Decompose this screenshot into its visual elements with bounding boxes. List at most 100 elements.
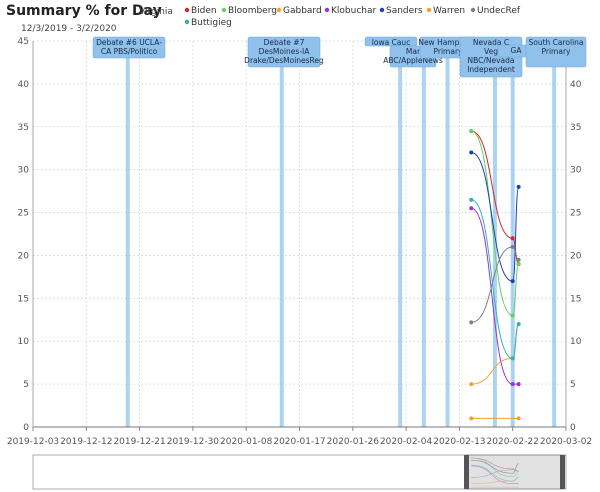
event-box-bg bbox=[525, 36, 587, 68]
navigator[interactable] bbox=[32, 454, 567, 490]
x-tick-label: 2019-12-12 bbox=[60, 437, 112, 447]
event-label-line: Debate #6 UCLA- bbox=[96, 38, 162, 47]
x-tick-label: 2020-02-22 bbox=[487, 437, 539, 447]
data-point[interactable] bbox=[469, 150, 474, 155]
event-label-line: NBC/Nevada bbox=[467, 56, 514, 65]
y-tick-left: 25 bbox=[18, 209, 29, 219]
navigator-handle-right[interactable] bbox=[560, 455, 565, 489]
y-tick-left: 35 bbox=[18, 123, 29, 133]
y-tick-right: 30 bbox=[570, 166, 582, 176]
data-point[interactable] bbox=[510, 244, 515, 249]
event-bar[interactable] bbox=[421, 41, 426, 427]
data-point[interactable] bbox=[510, 313, 515, 318]
series-line bbox=[471, 152, 520, 282]
legend-item-warren[interactable]: Warren bbox=[426, 6, 465, 16]
y-tick-left: 15 bbox=[18, 294, 29, 304]
event-bar[interactable] bbox=[398, 41, 403, 427]
event-label-line: Veg bbox=[484, 47, 498, 56]
legend-label: Warren bbox=[433, 6, 465, 16]
legend-item-biden[interactable]: Biden bbox=[184, 6, 217, 16]
series-line bbox=[471, 207, 519, 385]
event-label-line: ABC/AppleNews bbox=[383, 56, 443, 65]
series-gabbard bbox=[469, 416, 521, 421]
data-point[interactable] bbox=[516, 184, 521, 189]
y-tick-right: 5 bbox=[570, 380, 576, 390]
data-point[interactable] bbox=[510, 279, 515, 284]
legend-item-klobuchar[interactable]: Klobuchar bbox=[324, 6, 377, 16]
y-tick-right: 25 bbox=[570, 209, 581, 219]
chart-title: Summary % for Day bbox=[6, 3, 162, 19]
event-bar[interactable] bbox=[510, 41, 515, 427]
data-point[interactable] bbox=[469, 129, 474, 134]
legend-dot bbox=[324, 7, 330, 13]
event-label-box[interactable]: Iowa Cauc bbox=[364, 36, 418, 47]
event-bar[interactable] bbox=[125, 41, 130, 427]
event-bar[interactable] bbox=[552, 41, 557, 427]
legend: Biden Bloomberg Gabbard Klobuchar Sanders War… bbox=[184, 6, 521, 28]
y-tick-right: 35 bbox=[570, 123, 581, 133]
data-point[interactable] bbox=[516, 416, 521, 421]
legend-label: Biden bbox=[191, 6, 217, 16]
series-line bbox=[471, 199, 520, 359]
y-tick-left: 5 bbox=[23, 380, 29, 390]
legend-item-bloomberg[interactable]: Bloomberg bbox=[221, 6, 277, 16]
event-label-line: South Carolina bbox=[528, 38, 583, 47]
data-point[interactable] bbox=[469, 206, 474, 211]
series-undecref bbox=[469, 244, 521, 325]
legend-dot bbox=[184, 7, 190, 13]
event-label-line: Debate #7 bbox=[264, 38, 305, 47]
event-label-line: GA bbox=[511, 46, 523, 55]
y-tick-left: 0 bbox=[23, 423, 29, 433]
event-bar[interactable] bbox=[279, 41, 284, 427]
legend-dot bbox=[221, 7, 227, 13]
event-bar[interactable] bbox=[445, 41, 450, 427]
series-bloomberg bbox=[469, 129, 521, 318]
legend-label: Sanders bbox=[386, 6, 423, 16]
event-label-line: Iowa Cauc bbox=[372, 38, 411, 47]
event-label-box[interactable]: Debate #6 UCLA-CA PBS/Politico bbox=[92, 36, 166, 59]
date-range-label: 12/3/2019 - 3/2/2020 bbox=[21, 24, 117, 34]
x-tick-label: 2019-12-30 bbox=[167, 437, 220, 447]
data-point[interactable] bbox=[516, 322, 521, 327]
event-label-line: Primary bbox=[542, 47, 572, 56]
event-label-line: Primary bbox=[434, 47, 464, 56]
data-point[interactable] bbox=[469, 197, 474, 202]
event-label-line: New Hampshire bbox=[418, 38, 478, 47]
data-point[interactable] bbox=[516, 382, 521, 387]
legend-item-undecref[interactable]: UndecRef bbox=[470, 6, 521, 16]
y-tick-left: 45 bbox=[18, 37, 29, 47]
legend-item-gabbard[interactable]: Gabbard bbox=[276, 6, 322, 16]
legend-item-buttigieg[interactable]: Buttigieg bbox=[184, 18, 232, 28]
event-label-line: Mar bbox=[406, 47, 421, 56]
legend-item-sanders[interactable]: Sanders bbox=[379, 6, 423, 16]
data-point[interactable] bbox=[469, 382, 474, 387]
legend-label: UndecRef bbox=[477, 6, 521, 16]
y-tick-left: 10 bbox=[18, 337, 30, 347]
data-point[interactable] bbox=[469, 320, 474, 325]
legend-dot bbox=[276, 7, 282, 13]
data-point[interactable] bbox=[516, 257, 521, 262]
data-point[interactable] bbox=[510, 382, 515, 387]
event-bars bbox=[125, 41, 557, 427]
data-point[interactable] bbox=[510, 356, 515, 361]
legend-label: Buttigieg bbox=[191, 18, 232, 28]
x-tick-label: 2019-12-21 bbox=[113, 437, 165, 447]
data-point[interactable] bbox=[469, 416, 474, 421]
series-sanders bbox=[469, 150, 521, 284]
series-lines bbox=[469, 129, 521, 421]
legend-label: Klobuchar bbox=[331, 6, 376, 16]
x-tick-label: 2020-01-17 bbox=[273, 437, 325, 447]
event-label-line: CA PBS/Politico bbox=[101, 47, 158, 56]
navigator-handle-left[interactable] bbox=[464, 455, 469, 489]
y-tick-left: 20 bbox=[18, 251, 30, 261]
series-line bbox=[471, 246, 519, 323]
data-point[interactable] bbox=[516, 262, 521, 267]
x-tick-label: 2020-02-13 bbox=[433, 437, 485, 447]
y-tick-right: 15 bbox=[570, 294, 581, 304]
data-point[interactable] bbox=[510, 236, 515, 241]
legend-label: Bloomberg bbox=[228, 6, 277, 16]
y-tick-right: 40 bbox=[570, 80, 582, 90]
navigator-selection[interactable] bbox=[466, 454, 563, 490]
